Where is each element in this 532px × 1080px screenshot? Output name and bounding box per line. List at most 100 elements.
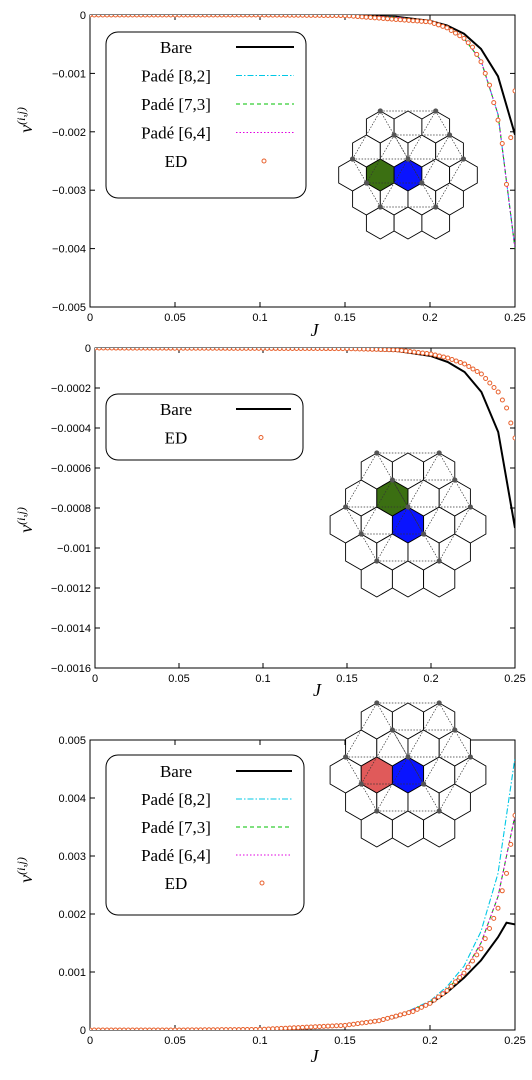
data-point-ed <box>491 915 497 921</box>
data-point-ed <box>214 348 220 351</box>
data-point-ed <box>105 348 111 351</box>
data-point-ed <box>176 15 182 18</box>
data-point-ed <box>317 15 322 18</box>
inset-hexagon <box>454 506 487 544</box>
x-tick-label: 0 <box>87 1035 93 1047</box>
data-point-ed <box>134 1027 140 1030</box>
data-point-ed <box>278 15 284 18</box>
data-point-ed <box>189 1027 195 1030</box>
inset-bond <box>407 110 437 160</box>
data-point-ed <box>385 1015 390 1021</box>
data-point-ed <box>325 15 331 18</box>
data-point-ed <box>410 1008 416 1014</box>
data-point-ed <box>403 348 409 354</box>
data-point-ed <box>478 946 484 952</box>
inset-site <box>374 700 380 706</box>
legend-label: Bare <box>160 400 192 419</box>
inset-bond <box>421 134 450 184</box>
data-point-ed <box>462 361 468 367</box>
data-point-ed <box>227 1027 233 1030</box>
data-point-ed <box>376 15 382 21</box>
data-point-ed <box>499 140 505 146</box>
data-point-ed <box>181 1027 186 1030</box>
plot-area <box>90 15 515 249</box>
data-point-ed <box>126 348 132 351</box>
data-point-ed <box>478 371 484 377</box>
data-point-ed <box>257 1026 263 1030</box>
inset-site <box>452 477 458 483</box>
data-point-ed <box>312 15 318 18</box>
data-point-ed <box>193 15 199 18</box>
data-point-ed <box>419 18 424 24</box>
data-point-ed <box>142 348 148 351</box>
data-point-ed <box>504 405 510 411</box>
x-tick-label: 0.1 <box>252 312 267 324</box>
data-point-ed <box>283 1025 288 1030</box>
data-point-ed <box>285 348 291 351</box>
data-point-ed <box>261 1026 267 1030</box>
data-point-ed <box>215 1027 220 1030</box>
x-tick-label: 0.25 <box>504 1035 525 1047</box>
data-point-ed <box>441 354 447 360</box>
data-point-ed <box>168 15 174 18</box>
data-point-ed <box>260 348 266 351</box>
data-point-ed <box>407 349 413 354</box>
inset-site <box>446 132 453 138</box>
data-point-ed <box>453 979 458 985</box>
data-point-ed <box>227 15 233 18</box>
data-point-ed <box>397 17 403 23</box>
data-point-ed <box>249 15 254 18</box>
data-point-ed <box>495 905 501 911</box>
data-point-ed <box>261 15 267 18</box>
data-point-ed <box>142 15 148 18</box>
y-tick-label: 0.002 <box>58 909 86 921</box>
data-point-ed <box>355 15 361 20</box>
data-point-ed <box>96 15 101 18</box>
y-axis-label: v(i,j) <box>14 507 36 533</box>
data-point-ed <box>397 1012 403 1018</box>
data-point-ed <box>351 1021 356 1027</box>
data-point-ed <box>176 348 182 351</box>
data-point-ed <box>226 348 232 351</box>
data-point-ed <box>109 348 115 351</box>
y-tick-label: −0.0006 <box>51 463 91 475</box>
data-point-ed <box>151 348 157 351</box>
data-point-ed <box>512 812 515 818</box>
data-point-ed <box>201 348 207 351</box>
data-point-ed <box>108 15 114 18</box>
data-point-ed <box>256 348 262 351</box>
data-point-ed <box>346 1022 352 1028</box>
y-tick-label: −0.0016 <box>51 663 91 675</box>
inset-bond <box>352 110 381 160</box>
legend: Bare Padé [8,2] Padé [7,3] Padé [6,4] ED <box>105 31 307 199</box>
data-point-ed <box>423 1002 429 1008</box>
x-tick-label: 0 <box>87 312 93 324</box>
data-point-ed <box>117 348 123 351</box>
data-point-ed <box>302 348 308 351</box>
data-point-ed <box>287 1025 293 1030</box>
y-tick-label: −0.0014 <box>51 623 91 635</box>
data-point-ed <box>168 1027 174 1030</box>
y-tick-label: −0.002 <box>52 127 86 139</box>
data-point-ed <box>236 1027 242 1030</box>
inset-site <box>374 558 380 564</box>
y-tick-label: −0.001 <box>52 68 86 80</box>
inset-site <box>420 531 427 537</box>
legend-label: Bare <box>160 38 192 57</box>
data-point-ed <box>410 18 416 24</box>
inset-site <box>377 108 383 114</box>
data-point-ed <box>91 1027 97 1030</box>
data-point-ed <box>197 348 203 351</box>
data-point-ed <box>244 1027 250 1030</box>
data-point-ed <box>402 17 407 23</box>
data-point-ed <box>499 397 505 403</box>
data-point-ed <box>168 348 174 351</box>
data-point-ed <box>376 1018 382 1024</box>
x-tick-label: 0.15 <box>336 673 357 685</box>
data-point-ed <box>482 70 488 76</box>
y-tick-label: −0.005 <box>52 302 86 314</box>
data-point-ed <box>270 15 276 18</box>
inset-site <box>377 204 383 210</box>
data-point-ed <box>491 385 497 390</box>
data-point-ed <box>406 1010 412 1016</box>
